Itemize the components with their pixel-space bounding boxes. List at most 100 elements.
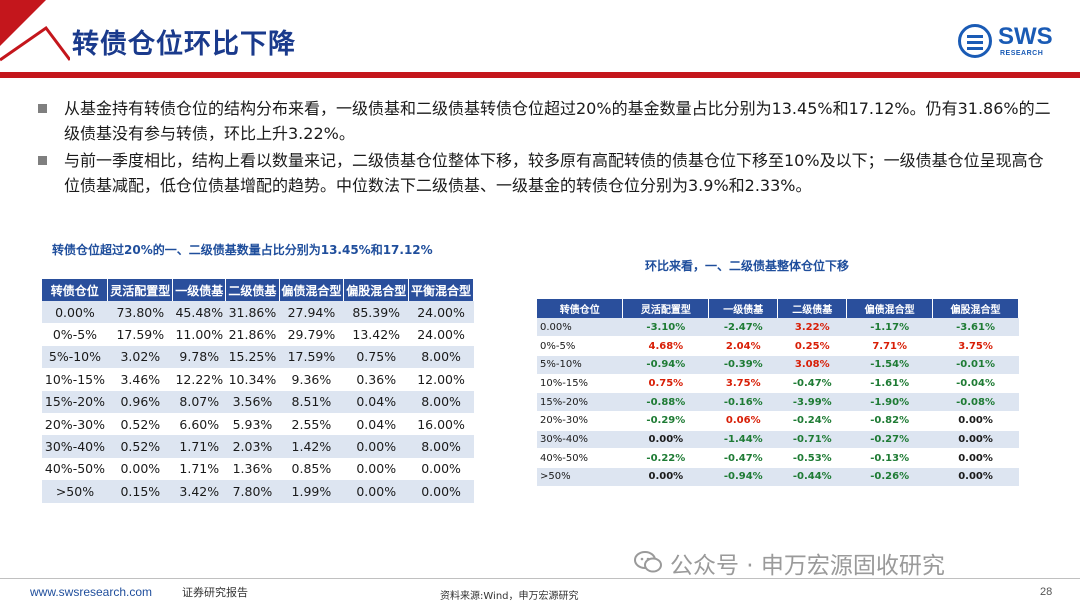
table-row: 5%-10% -0.94% -0.39% 3.08% -1.54% -0.01% <box>537 355 1019 375</box>
position-distribution-table: 转债仓位 灵活配置型 一级债基 二级债基 偏债混合型 偏股混合型 平衡混合型 0.00% 73… <box>42 279 474 503</box>
table-cell: 8.00% <box>408 345 474 369</box>
table-cell: 0.85% <box>291 461 332 477</box>
table-cell: 17.59% <box>279 345 344 369</box>
logo-text: SWS <box>998 23 1053 50</box>
row-label-cell: 20%-30% <box>537 411 623 431</box>
footer-report-type: 证券研究报告 <box>182 586 248 599</box>
table-cell: 85.39% <box>343 301 409 324</box>
table-cell: -0.04% <box>932 374 1019 394</box>
column-header: 二级债基 <box>777 299 848 318</box>
table-cell: 5.93% <box>232 416 273 432</box>
row-label-cell: >50% <box>42 480 108 503</box>
bullet-text: 与前一季度相比，结构上看以数量来记，二级债基仓位整体下移，较多原有高配转债的债基… <box>64 151 1044 195</box>
table-cell: -0.88% <box>622 392 709 412</box>
table-cell: 0.00% <box>932 430 1019 450</box>
table-cell: -0.29% <box>622 411 709 431</box>
row-label-cell: 10%-15% <box>44 371 105 387</box>
table-cell: 16.00% <box>417 416 465 432</box>
column-header: 转债仓位 <box>537 299 624 318</box>
table-cell: -0.94% <box>622 355 709 375</box>
table-cell: -3.99% <box>777 392 847 412</box>
table-row: 0.00% -3.10% -2.47% 3.22% -1.17% -3.61% <box>537 318 1019 338</box>
table-cell: 0.25% <box>777 336 847 356</box>
table-row: 15%-20% -0.88% -0.16% -3.99% -1.90% -0.08% <box>537 392 1019 412</box>
table-cell: 31.86% <box>225 301 279 324</box>
table-cell: 0.52% <box>107 435 173 458</box>
table-row: 10%-15% 3.46% 12.22% 10.34% 9.36% 0.36% 12.00% <box>42 368 474 390</box>
table-cell: 2.03% <box>225 435 279 458</box>
column-header: 一级债基 <box>172 279 227 301</box>
table-cell: -1.54% <box>846 355 933 375</box>
slide-header: 转债仓位环比下降 SWS RESEARCH <box>0 0 1080 80</box>
table-cell: 3.02% <box>107 345 173 369</box>
table-cell: 1.99% <box>279 480 344 503</box>
footer-url-link[interactable]: www.swsresearch.com <box>30 585 153 599</box>
bullet-list: 从基金持有转债仓位的结构分布来看，一级债基和二级债基转债仓位超过20%的基金数量… <box>36 96 1056 200</box>
table-cell: -1.44% <box>708 430 778 450</box>
table-cell: 29.79% <box>287 327 336 343</box>
table-cell: 27.94% <box>279 301 344 324</box>
table-cell: 0.00% <box>932 467 1019 487</box>
table-row: >50% 0.00% -0.94% -0.44% -0.26% 0.00% <box>537 467 1019 487</box>
table-cell: 7.71% <box>846 336 933 356</box>
row-label-cell: 0%-5% <box>52 327 98 343</box>
header-corner-decoration <box>0 0 70 62</box>
table-cell: 8.07% <box>172 390 226 413</box>
row-label-cell: 20%-30% <box>44 416 105 432</box>
row-label-cell: 40%-50% <box>537 448 623 468</box>
table-cell: -0.39% <box>708 355 778 375</box>
table-cell: -0.13% <box>846 448 933 468</box>
bullet-item: 从基金持有转债仓位的结构分布来看，一级债基和二级债基转债仓位超过20%的基金数量… <box>36 96 1056 146</box>
wechat-icon <box>634 551 662 573</box>
row-label-cell: 40%-50% <box>44 461 105 477</box>
table-cell: -0.94% <box>708 467 778 487</box>
row-label-cell: 15%-20% <box>42 390 108 413</box>
table-cell: 4.68% <box>622 336 709 356</box>
table-cell: 3.42% <box>172 480 226 503</box>
table-cell: -0.26% <box>846 467 933 487</box>
row-label-cell: >50% <box>537 467 623 487</box>
table-row: 30%-40% 0.52% 1.71% 2.03% 1.42% 0.00% 8.00% <box>42 435 474 458</box>
table-cell: 0.00% <box>120 461 161 477</box>
bullet-square-icon <box>38 104 47 113</box>
row-label-cell: 15%-20% <box>537 392 623 412</box>
sws-logo-icon <box>958 24 992 58</box>
table-row: 0.00% 73.80% 45.48% 31.86% 27.94% 85.39% 24.00… <box>42 301 474 324</box>
table-cell: 13.42% <box>352 327 401 343</box>
sws-logo: SWS RESEARCH <box>958 22 1058 62</box>
table-cell: 17.59% <box>116 327 165 343</box>
page-title: 转债仓位环比下降 <box>72 29 296 60</box>
column-header: 二级债基 <box>225 279 280 301</box>
table-cell: 10.34% <box>228 371 277 387</box>
table-cell: 3.75% <box>708 374 778 394</box>
table-row: 40%-50% -0.22% -0.47% -0.53% -0.13% 0.00% <box>537 448 1019 468</box>
table-row: 0%-5% 4.68% 2.04% 0.25% 7.71% 3.75% <box>537 336 1019 356</box>
table-cell: 2.55% <box>291 416 332 432</box>
table-cell: 21.86% <box>228 327 277 343</box>
table-cell: 0.36% <box>356 371 397 387</box>
table-cell: 11.00% <box>175 327 224 343</box>
table-cell: 0.00% <box>932 448 1019 468</box>
table-cell: 0.75% <box>343 345 409 369</box>
watermark-text: 公众号 · 申万宏源固收研究 <box>670 553 945 579</box>
table-row: 20%-30% -0.29% 0.06% -0.24% -0.82% 0.00% <box>537 411 1019 431</box>
table-cell: 7.80% <box>225 480 279 503</box>
table-cell: 73.80% <box>107 301 173 324</box>
row-label-cell: 30%-40% <box>537 430 623 450</box>
table-row: >50% 0.15% 3.42% 7.80% 1.99% 0.00% 0.00% <box>42 480 474 503</box>
table-cell: 0.00% <box>622 430 709 450</box>
table-cell: -0.24% <box>777 411 847 431</box>
table-cell: -0.22% <box>622 448 709 468</box>
table-cell: 15.25% <box>225 345 279 369</box>
row-label-cell: 30%-40% <box>42 435 108 458</box>
table-header-row: 转债仓位 灵活配置型 一级债基 二级债基 偏债混合型 偏股混合型 <box>537 299 1019 318</box>
column-header: 偏股混合型 <box>343 279 410 301</box>
column-header: 偏债混合型 <box>279 279 345 301</box>
column-header: 平衡混合型 <box>408 279 474 301</box>
column-header: 灵活配置型 <box>107 279 174 301</box>
table-cell: 8.51% <box>279 390 344 413</box>
table-cell: 12.22% <box>175 371 224 387</box>
table-cell: -2.47% <box>708 318 778 338</box>
table-cell: 0.52% <box>120 416 161 432</box>
table-cell: -0.44% <box>777 467 847 487</box>
